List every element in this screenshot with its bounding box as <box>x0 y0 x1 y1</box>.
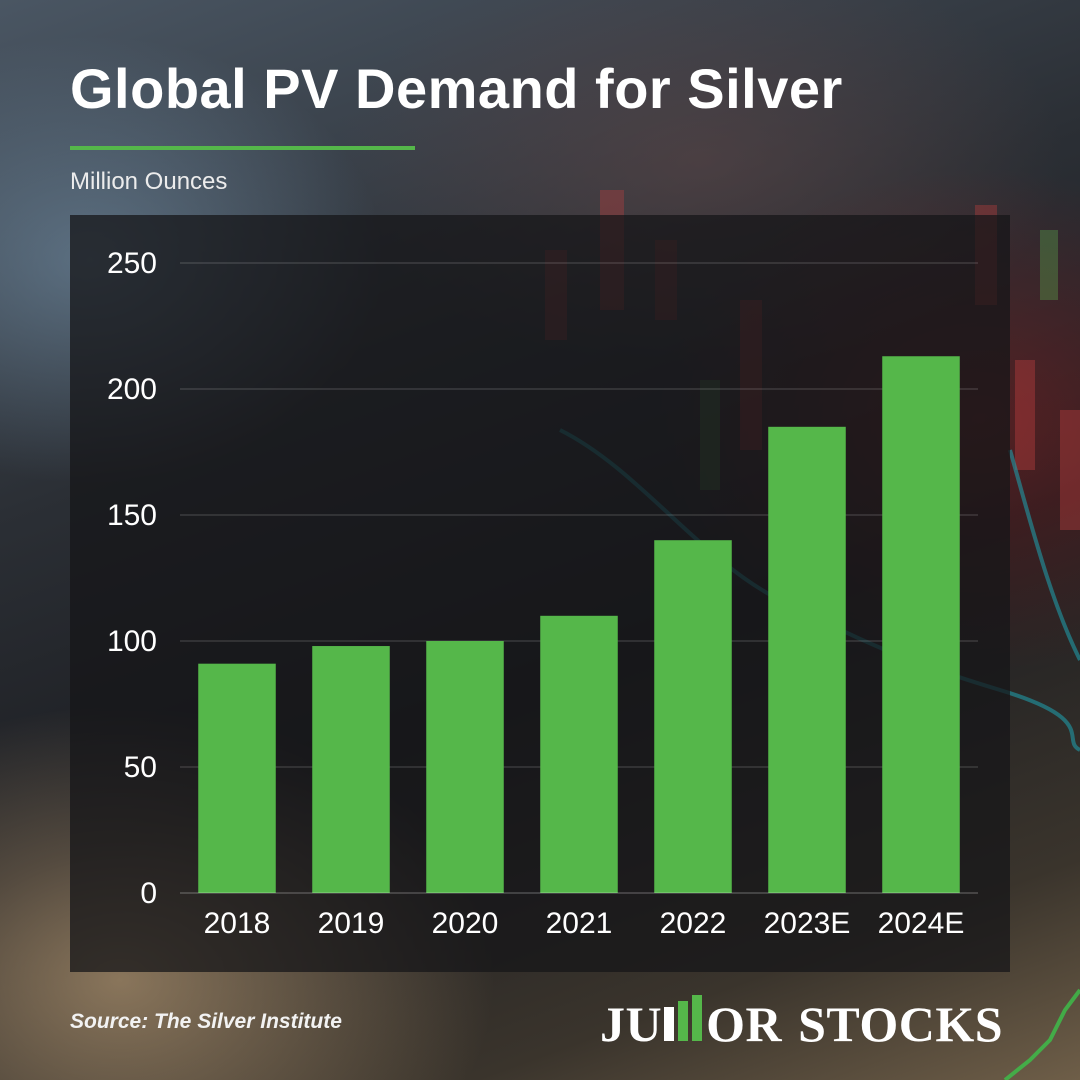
logo-text-part-1: JU <box>600 996 663 1052</box>
x-tick-label: 2018 <box>204 907 271 940</box>
source-note: Source: The Silver Institute <box>70 1010 342 1033</box>
bar-chart: 0 50 100 150 200 250 2018 2019 2020 2021 2022 2023E… <box>107 247 978 940</box>
x-tick-label: 2021 <box>546 907 613 940</box>
y-tick-label: 50 <box>124 751 157 784</box>
bar-2024E <box>882 356 960 893</box>
bar-2019 <box>312 646 390 893</box>
y-tick-label: 200 <box>107 373 157 406</box>
x-tick-label: 2020 <box>432 907 499 940</box>
bar-2021 <box>540 615 618 893</box>
y-tick-label: 250 <box>107 247 157 280</box>
x-tick-label: 2019 <box>318 907 385 940</box>
logo-text-part-3: STOCKS <box>798 996 1004 1052</box>
junior-stocks-logo: JU OR STOCKS <box>600 993 1003 1053</box>
x-tick-label: 2024E <box>878 907 965 940</box>
chart-title: Global PV Demand for Silver <box>70 57 843 120</box>
y-tick-label: 150 <box>107 499 157 532</box>
chart-panel: 0 50 100 150 200 250 2018 2019 2020 2021 2022 2023E… <box>70 215 1010 972</box>
y-tick-label: 100 <box>107 625 157 658</box>
chart-subtitle-units: Million Ounces <box>70 168 228 195</box>
title-underline <box>70 146 415 150</box>
logo-text-part-2: OR <box>706 996 783 1052</box>
bar-2022 <box>654 540 732 893</box>
bar-2020 <box>426 641 504 893</box>
bar-2018 <box>198 663 276 893</box>
x-tick-label: 2022 <box>660 907 727 940</box>
y-tick-label: 0 <box>140 877 157 910</box>
bar-2023E <box>768 426 846 893</box>
x-tick-label: 2023E <box>764 907 851 940</box>
bar-chart-logo-icon <box>664 995 704 1053</box>
